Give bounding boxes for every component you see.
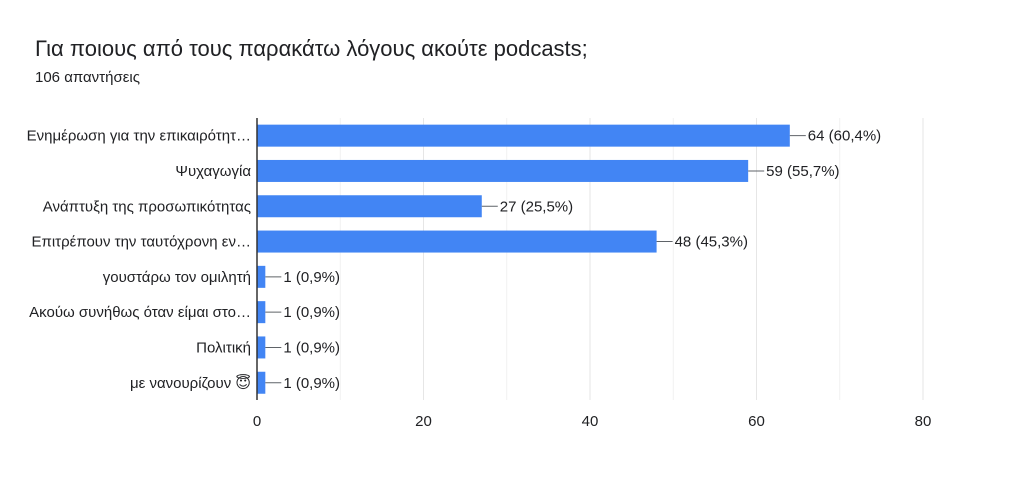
data-label: 64 (60,4%) <box>808 128 881 145</box>
bar <box>257 301 266 324</box>
chart-title: Για ποιους από τους παρακάτω λόγους ακού… <box>35 36 588 61</box>
bar <box>257 336 266 359</box>
category-label: Ακούω συνήθως όταν είμαι στο… <box>29 304 251 321</box>
bar <box>257 195 482 218</box>
data-label: 1 (0,9%) <box>283 304 340 321</box>
data-label: 1 (0,9%) <box>283 339 340 356</box>
category-label: Ψυχαγωγία <box>175 163 251 180</box>
x-tick-label: 80 <box>915 413 932 430</box>
category-label: Ενημέρωση για την επικαιρότητ… <box>27 128 251 145</box>
bar <box>257 159 749 182</box>
category-label: γουστάρω τον ομιλητή <box>103 269 251 286</box>
labels: 0 20 40 60 80 64 (60,4%) Ενημέρωση για την επι… <box>27 128 932 430</box>
category-label: Πολιτική <box>196 339 251 356</box>
data-label: 27 (25,5%) <box>500 198 573 215</box>
data-label: 1 (0,9%) <box>283 269 340 286</box>
data-label: 1 (0,9%) <box>283 375 340 392</box>
data-label: 59 (55,7%) <box>766 163 839 180</box>
bar <box>257 265 266 288</box>
bar <box>257 371 266 394</box>
category-label: με νανουρίζουν 😇 <box>130 374 251 392</box>
data-label: 48 (45,3%) <box>675 234 748 251</box>
x-tick-label: 60 <box>748 413 765 430</box>
category-label: Επιτρέπουν την ταυτόχρονη εν… <box>31 234 251 251</box>
x-tick-label: 0 <box>253 413 261 430</box>
bar <box>257 230 657 253</box>
x-tick-label: 20 <box>415 413 432 430</box>
category-label: Ανάπτυξη της προσωπικότητας <box>43 198 251 215</box>
x-tick-label: 40 <box>582 413 599 430</box>
bars <box>257 124 806 394</box>
response-count: 106 απαντήσεις <box>35 69 140 86</box>
bar <box>257 124 790 147</box>
